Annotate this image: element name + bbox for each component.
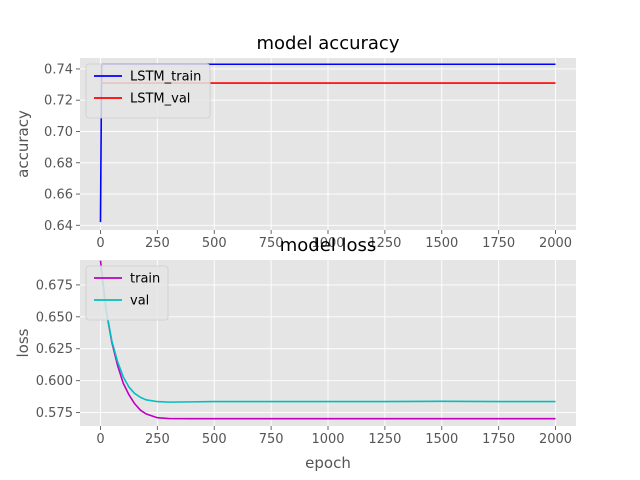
legend-label-train: train	[130, 272, 160, 287]
x-tick-label: 750	[259, 236, 284, 251]
x-tick-label: 0	[96, 236, 104, 251]
x-tick-label: 250	[145, 236, 170, 251]
x-tick-label: 1500	[425, 432, 458, 447]
x-tick-label: 1000	[311, 432, 344, 447]
legend: train val	[85, 265, 169, 321]
y-axis-label: accuracy	[14, 110, 32, 178]
x-axis-label: epoch	[305, 454, 351, 472]
series-line-train	[99, 260, 556, 420]
y-tick-label: 0.66	[44, 188, 73, 203]
legend-box	[85, 265, 169, 321]
legend-label-LSTM_val: LSTM_val	[130, 92, 190, 107]
y-tick-label: 0.575	[36, 406, 73, 421]
x-tick-label: 1750	[482, 432, 515, 447]
x-tick-label: 1250	[368, 432, 401, 447]
y-tick-label: 0.600	[36, 374, 73, 389]
y-tick-label: 0.64	[44, 219, 73, 234]
x-tick-label: 0	[96, 432, 104, 447]
legend-label-LSTM_train: LSTM_train	[130, 70, 201, 85]
x-tick-label: 2000	[539, 432, 572, 447]
x-tick-label: 1750	[482, 236, 515, 251]
y-tick-label: 0.625	[36, 342, 73, 357]
y-tick-label: 0.74	[44, 62, 73, 77]
x-tick-label: 250	[145, 432, 170, 447]
y-tick-label: 0.650	[36, 310, 73, 325]
y-tick-label: 0.675	[36, 278, 73, 293]
series-line-val	[99, 265, 556, 403]
y-tick-label: 0.70	[44, 125, 73, 140]
chart-title-2: model loss	[280, 235, 377, 256]
x-tick-label: 500	[202, 236, 227, 251]
legend-label-val: val	[130, 294, 149, 309]
x-tick-label: 500	[202, 432, 227, 447]
legend-box	[85, 63, 211, 119]
x-tick-label: 1000	[311, 236, 344, 251]
x-tick-label: 1500	[425, 236, 458, 251]
x-tick-label: 2000	[539, 236, 572, 251]
series-group	[99, 260, 556, 420]
chart-panel-2: 0 250 500 750 1000 1250 1500 1750 2000 0.575 0.600…	[14, 260, 576, 472]
chart-panel-1: 0 250 500 750 1000 1250 1500 1750 2000 0.64 0.66 0.…	[14, 58, 576, 251]
x-tick-label: 1250	[368, 236, 401, 251]
y-axis-label: loss	[14, 328, 32, 357]
y-tick-label: 0.68	[44, 156, 73, 171]
y-tick-label: 0.72	[44, 94, 73, 109]
x-tick-label: 750	[259, 432, 284, 447]
legend: LSTM_train LSTM_val	[85, 63, 211, 119]
chart-title-1: model accuracy	[257, 33, 400, 54]
